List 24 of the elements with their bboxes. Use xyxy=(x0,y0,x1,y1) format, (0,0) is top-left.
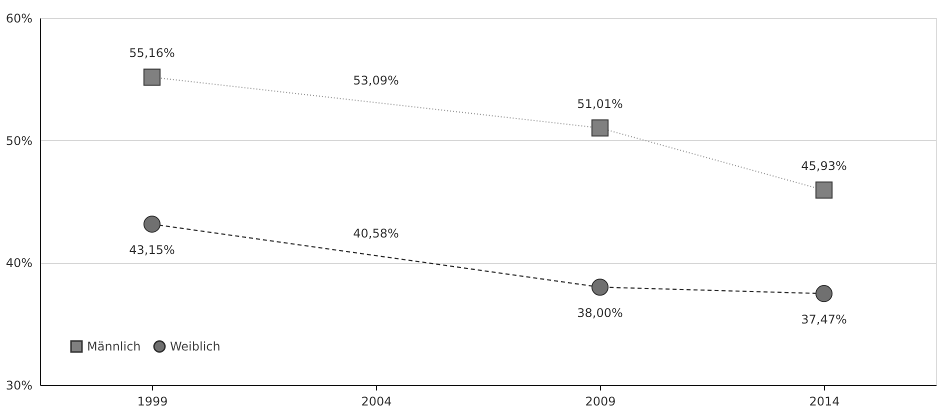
annotation: 53,09% xyxy=(353,74,399,88)
legend-label: Weiblich xyxy=(170,340,220,354)
y-tick-label: 40% xyxy=(6,256,32,270)
point xyxy=(143,216,161,233)
x-tick-label: 2014 xyxy=(809,394,840,408)
data-label: 37,47% xyxy=(801,312,847,327)
annotation: 40,58% xyxy=(353,226,399,241)
y-tick-label: 30% xyxy=(6,378,32,392)
x-tick-label: 2009 xyxy=(585,394,616,408)
x-tick-label: 1999 xyxy=(137,394,168,408)
y-tick-label: 60% xyxy=(6,12,32,26)
data-label: 45,93% xyxy=(801,159,847,174)
data-label: 55,16% xyxy=(129,46,175,60)
data-label: 43,15% xyxy=(129,243,175,258)
x-tick-label: 2004 xyxy=(361,394,392,408)
data-label: 38,00% xyxy=(577,306,623,320)
legend-label: Männlich xyxy=(87,340,141,354)
point xyxy=(815,182,833,199)
point xyxy=(591,119,609,137)
point xyxy=(591,278,609,296)
point xyxy=(143,68,161,86)
point xyxy=(815,285,833,302)
y-tick-label: 50% xyxy=(6,134,32,148)
data-label: 51,01% xyxy=(577,96,623,111)
